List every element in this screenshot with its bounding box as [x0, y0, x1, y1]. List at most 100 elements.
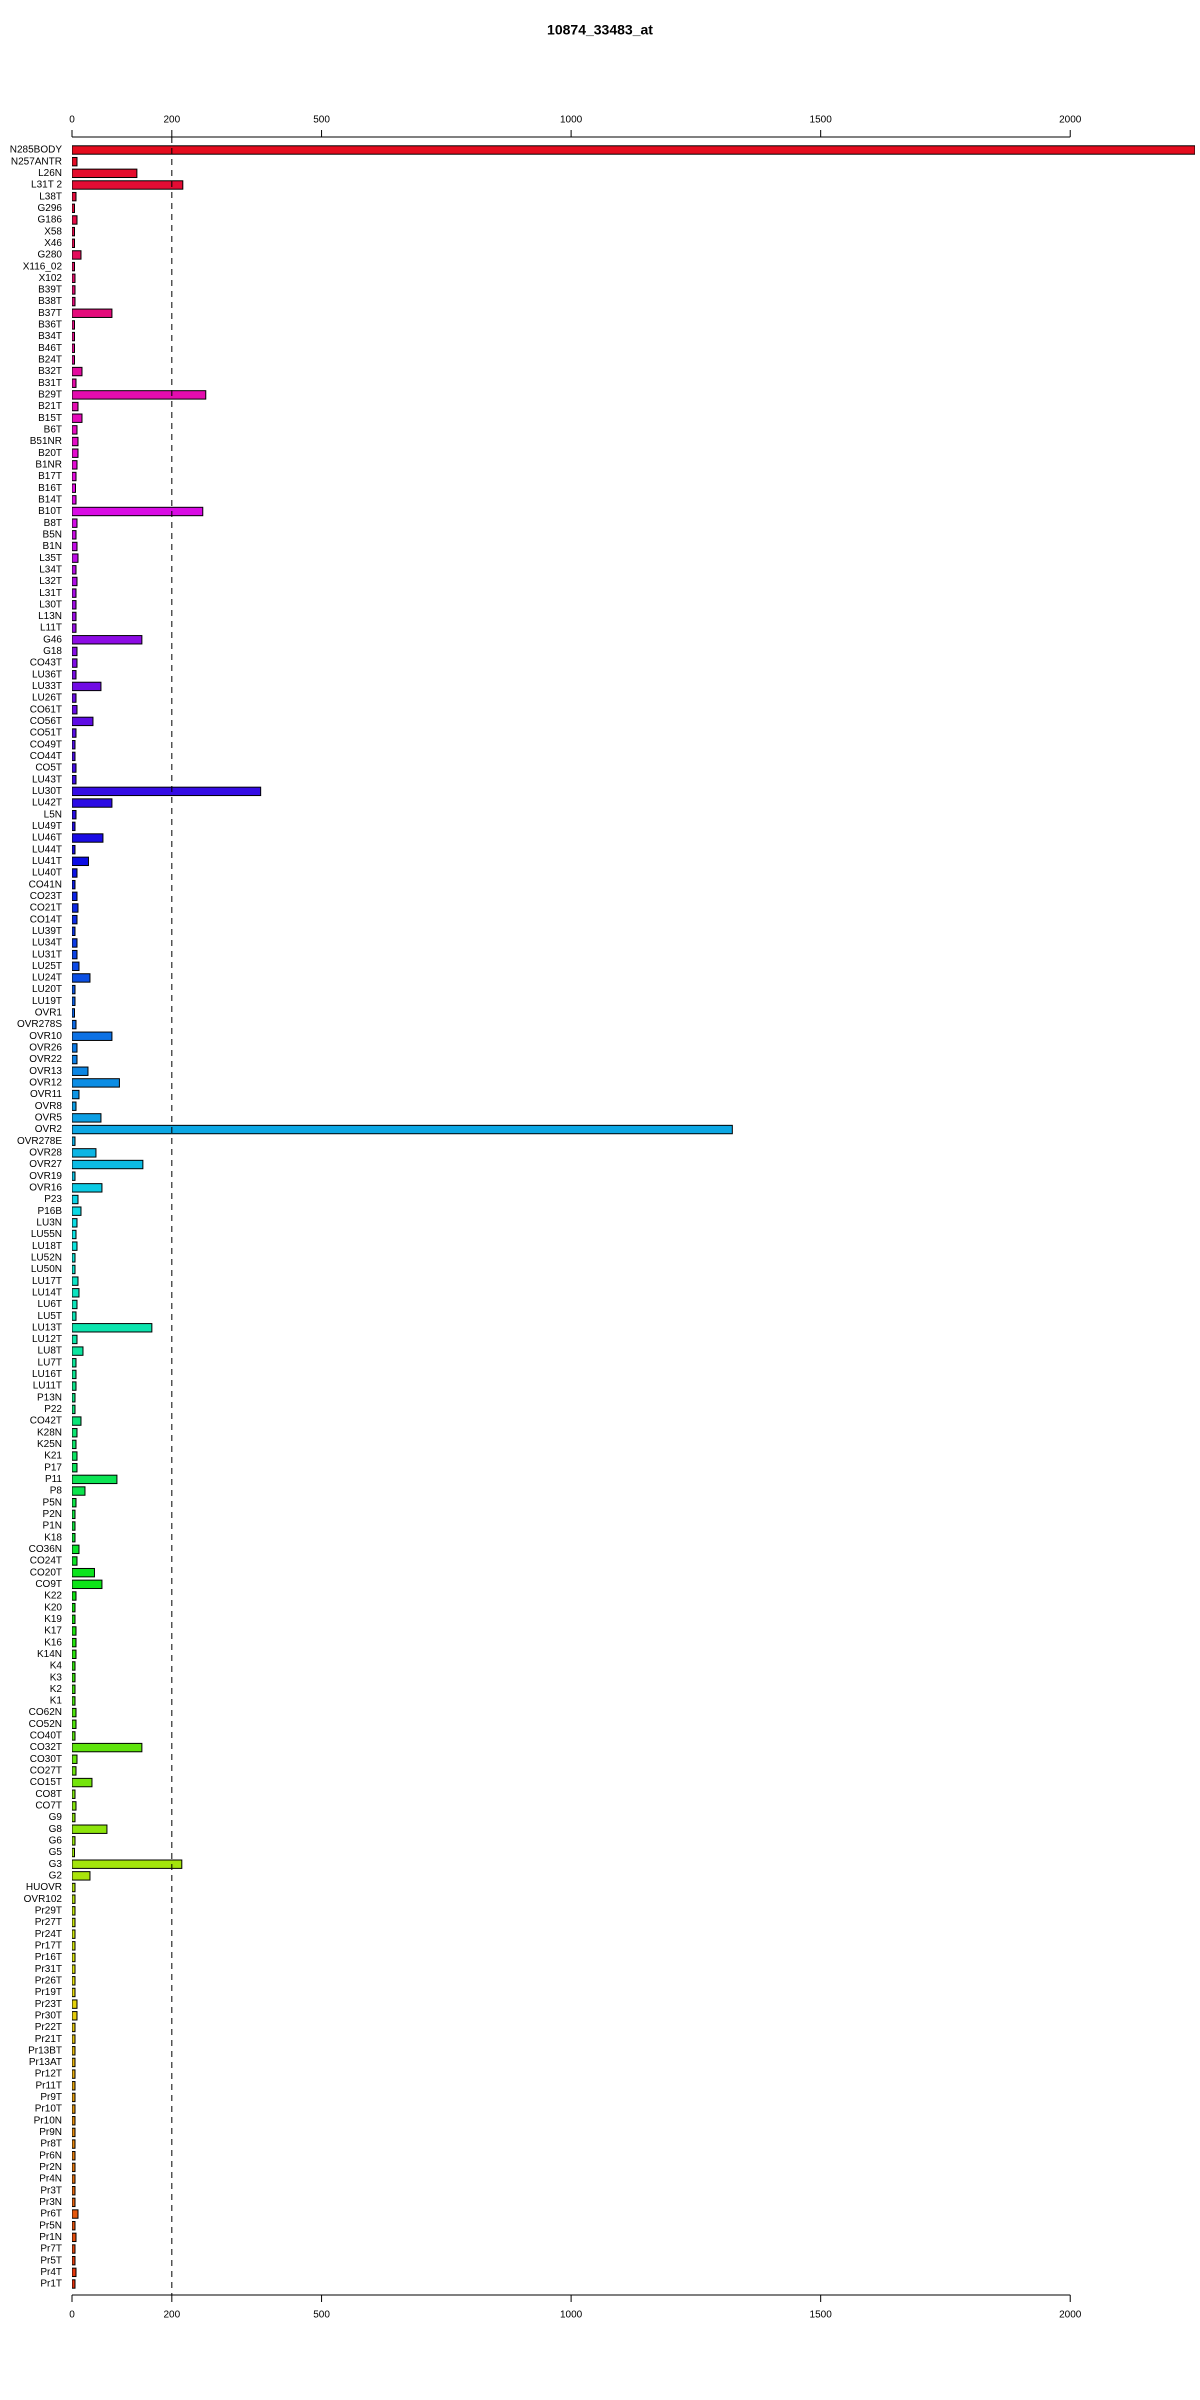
y-tick-label: K4 — [50, 1661, 63, 1672]
bar — [72, 250, 82, 260]
y-tick-label: L32T — [39, 576, 62, 587]
y-tick-label: P23 — [44, 1194, 62, 1205]
y-tick-label: L31T — [39, 588, 62, 599]
y-tick-label: B17T — [38, 471, 62, 482]
bar — [72, 1078, 120, 1088]
y-tick-label: G2 — [49, 1870, 63, 1881]
bar — [72, 541, 78, 552]
bar — [72, 833, 104, 843]
y-tick-label: K19 — [44, 1614, 62, 1625]
y-tick-label: B10T — [38, 506, 62, 517]
y-tick-label: CO5T — [35, 763, 62, 774]
y-tick-label: LU14T — [32, 1287, 62, 1298]
y-tick-label: Pr4T — [40, 2267, 62, 2278]
y-tick-label: B38T — [38, 296, 62, 307]
bar — [72, 2279, 76, 2289]
bar — [72, 1801, 77, 1811]
y-tick-label: G9 — [49, 1812, 63, 1823]
y-tick-label: OVR26 — [29, 1043, 62, 1054]
y-tick-label: CO49T — [30, 739, 62, 750]
y-tick-label: OVR278E — [17, 1136, 62, 1147]
y-tick-label: Pr24T — [35, 1929, 62, 1940]
bar — [72, 1381, 77, 1391]
bar — [72, 1416, 82, 1426]
bar — [72, 2162, 76, 2173]
bar — [72, 156, 78, 167]
y-tick-label: K2 — [50, 1684, 63, 1695]
y-tick-label: X46 — [44, 238, 62, 249]
y-tick-label: CO21T — [30, 903, 62, 914]
y-tick-label: OVR22 — [29, 1054, 62, 1065]
bar — [72, 320, 75, 330]
y-tick-label: OVR28 — [29, 1148, 62, 1159]
bar — [72, 2104, 76, 2114]
bar — [72, 1346, 84, 1356]
y-tick-label: CO15T — [30, 1777, 62, 1788]
y-tick-label: LU26T — [32, 693, 62, 704]
y-tick-label: CO42T — [30, 1416, 62, 1427]
bar — [72, 366, 83, 377]
y-tick-label: LU18T — [32, 1241, 62, 1252]
y-tick-label: CO27T — [30, 1766, 62, 1777]
bar — [72, 1206, 82, 1216]
y-tick-label: LU50N — [31, 1264, 62, 1275]
bar — [72, 1754, 78, 1764]
bar — [72, 145, 1195, 155]
y-tick-label: CO40T — [30, 1731, 62, 1742]
bar — [72, 390, 207, 400]
bar — [72, 1276, 79, 1286]
bar — [72, 1066, 89, 1076]
bar — [72, 1428, 78, 1438]
y-tick-label: CO52N — [29, 1719, 62, 1730]
y-tick-label: Pr10N — [34, 2115, 62, 2126]
y-tick-label: CO61T — [30, 704, 62, 715]
y-tick-label: LU24T — [32, 973, 62, 984]
y-tick-label: L31T 2 — [31, 180, 62, 191]
y-tick-label: K16 — [44, 1637, 62, 1648]
bar — [72, 1474, 118, 1485]
y-tick-label: L35T — [39, 553, 62, 564]
y-tick-label: Pr3N — [39, 2197, 62, 2208]
y-tick-label: B6T — [44, 425, 62, 436]
bar — [72, 1113, 102, 1123]
bar — [72, 1369, 77, 1380]
bar — [72, 1404, 76, 1415]
y-tick-label: P13N — [37, 1392, 62, 1403]
bar — [72, 844, 76, 855]
bar — [72, 938, 78, 948]
y-tick-label: CO14T — [30, 914, 62, 925]
y-tick-label: K21 — [44, 1451, 62, 1462]
x-tick-label: 1000 — [560, 2310, 583, 2321]
y-tick-label: B36T — [38, 320, 62, 331]
y-tick-label: B29T — [38, 390, 62, 401]
y-tick-label: CO43T — [30, 658, 62, 669]
bar — [72, 1847, 75, 1858]
bar — [72, 378, 77, 388]
y-tick-label: L5N — [44, 809, 62, 820]
y-tick-label: CO24T — [30, 1556, 62, 1567]
bar — [72, 2232, 77, 2243]
bar — [72, 949, 78, 960]
bar — [72, 343, 75, 353]
bar — [72, 903, 79, 913]
y-tick-label: Pr3T — [40, 2185, 62, 2196]
x-tick-label: 1000 — [560, 115, 583, 126]
y-tick-label: B20T — [38, 448, 62, 459]
y-tick-label: N285BODY — [10, 145, 63, 156]
bar — [72, 2174, 76, 2184]
y-tick-label: CO41N — [29, 879, 62, 890]
bar — [72, 1731, 76, 1741]
bar — [72, 670, 77, 680]
y-tick-label: N257ANTR — [11, 156, 62, 167]
bar — [72, 728, 77, 738]
y-tick-label: P5N — [43, 1497, 62, 1508]
bar — [72, 2151, 76, 2161]
y-tick-label: LU33T — [32, 681, 62, 692]
y-tick-label: Pr5T — [40, 2255, 62, 2266]
bar — [72, 331, 75, 342]
bar — [72, 2081, 76, 2091]
bar — [72, 1602, 76, 1613]
bar — [72, 215, 78, 225]
bar — [72, 681, 102, 692]
bar — [72, 2139, 76, 2149]
